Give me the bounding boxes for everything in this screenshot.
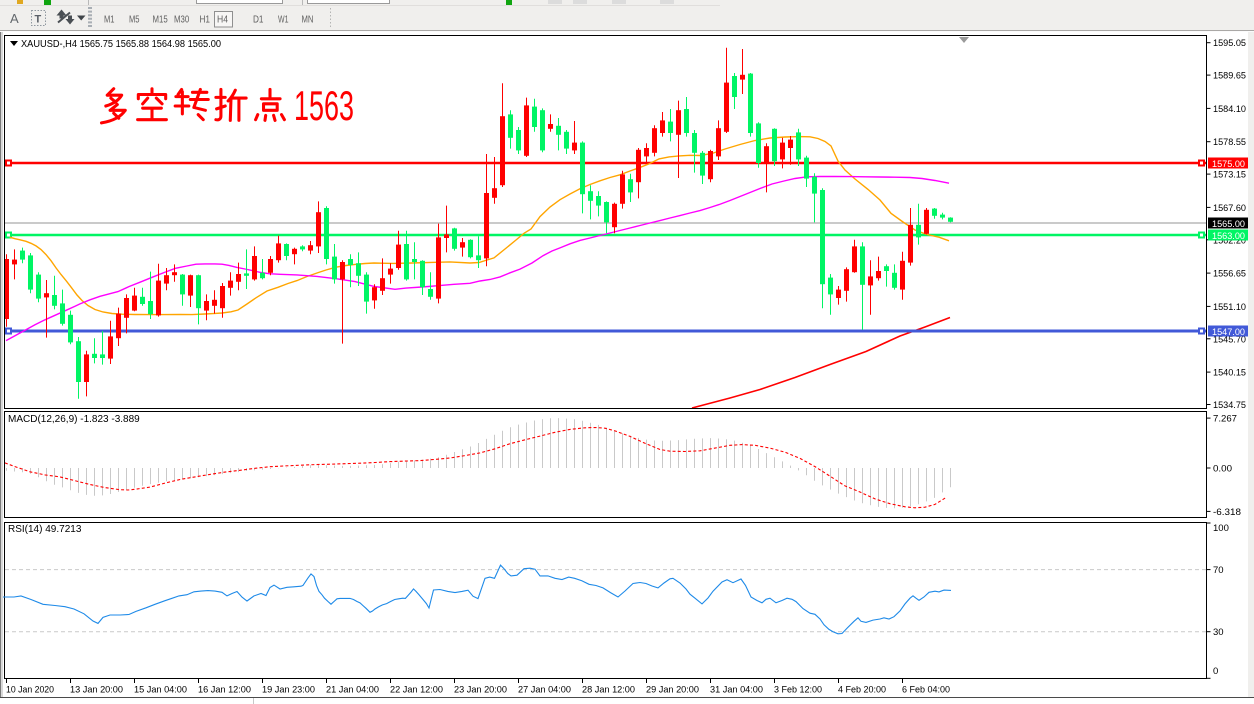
svg-text:19 Jan 23:00: 19 Jan 23:00 [262, 685, 315, 696]
svg-text:1567.60: 1567.60 [1213, 203, 1246, 214]
svg-text:RSI(14) 49.7213: RSI(14) 49.7213 [8, 524, 82, 535]
svg-text:0: 0 [1213, 666, 1218, 677]
svg-text:16 Jan 12:00: 16 Jan 12:00 [198, 685, 251, 696]
svg-text:M5: M5 [129, 14, 140, 26]
svg-text:1573.15: 1573.15 [1213, 170, 1246, 181]
svg-text:MACD(12,26,9) -1.823 -3.889: MACD(12,26,9) -1.823 -3.889 [8, 414, 140, 425]
svg-text:W1: W1 [278, 14, 289, 26]
svg-text:31 Jan 04:00: 31 Jan 04:00 [710, 685, 763, 696]
svg-text:0.00: 0.00 [1213, 464, 1232, 475]
svg-text:H1: H1 [200, 14, 211, 26]
svg-text:T: T [35, 14, 42, 26]
svg-text:D1: D1 [253, 14, 264, 26]
svg-text:1547.00: 1547.00 [1212, 327, 1245, 338]
svg-text:XAUUSD-,H4 1565.75 1565.88 15: XAUUSD-,H4 1565.75 1565.88 1564.98 1565.… [21, 39, 221, 50]
svg-text:6 Feb 04:00: 6 Feb 04:00 [902, 685, 950, 696]
svg-text:M1: M1 [104, 14, 115, 26]
svg-text:10 Jan 2020: 10 Jan 2020 [6, 685, 54, 696]
svg-text:23 Jan 20:00: 23 Jan 20:00 [454, 685, 507, 696]
svg-text:1589.65: 1589.65 [1213, 71, 1246, 82]
svg-text:21 Jan 04:00: 21 Jan 04:00 [326, 685, 379, 696]
svg-text:1575.00: 1575.00 [1212, 159, 1245, 170]
svg-text:M15: M15 [153, 14, 168, 26]
svg-text:1584.10: 1584.10 [1213, 104, 1246, 115]
svg-text:1562.20: 1562.20 [1213, 235, 1246, 246]
svg-text:M30: M30 [174, 14, 189, 26]
svg-text:3 Feb 12:00: 3 Feb 12:00 [774, 685, 822, 696]
svg-text:70: 70 [1213, 565, 1224, 576]
svg-text:1551.10: 1551.10 [1213, 302, 1246, 313]
svg-text:-6.318: -6.318 [1213, 507, 1241, 518]
svg-text:27 Jan 04:00: 27 Jan 04:00 [518, 685, 571, 696]
svg-text:1556.65: 1556.65 [1213, 269, 1246, 280]
svg-text:1545.70: 1545.70 [1213, 334, 1246, 345]
svg-text:22 Jan 12:00: 22 Jan 12:00 [390, 685, 443, 696]
svg-text:30: 30 [1213, 627, 1224, 638]
svg-text:1578.55: 1578.55 [1213, 137, 1246, 148]
svg-text:7.267: 7.267 [1213, 414, 1237, 425]
svg-text:1595.05: 1595.05 [1213, 38, 1246, 49]
svg-text:1540.15: 1540.15 [1213, 368, 1246, 379]
svg-text:A: A [10, 11, 19, 26]
svg-text:MN: MN [302, 14, 314, 26]
svg-text:29 Jan 20:00: 29 Jan 20:00 [646, 685, 699, 696]
svg-text:28 Jan 12:00: 28 Jan 12:00 [582, 685, 635, 696]
svg-text:1563: 1563 [294, 82, 354, 129]
svg-text:13 Jan 20:00: 13 Jan 20:00 [70, 685, 123, 696]
svg-text:1534.75: 1534.75 [1213, 400, 1246, 411]
svg-text:15 Jan 04:00: 15 Jan 04:00 [134, 685, 187, 696]
svg-text:4 Feb 20:00: 4 Feb 20:00 [838, 685, 886, 696]
svg-text:H4: H4 [217, 14, 228, 26]
svg-text:1565.00: 1565.00 [1212, 219, 1245, 230]
svg-text:100: 100 [1213, 523, 1229, 534]
svg-text:1563.00: 1563.00 [1212, 231, 1245, 242]
